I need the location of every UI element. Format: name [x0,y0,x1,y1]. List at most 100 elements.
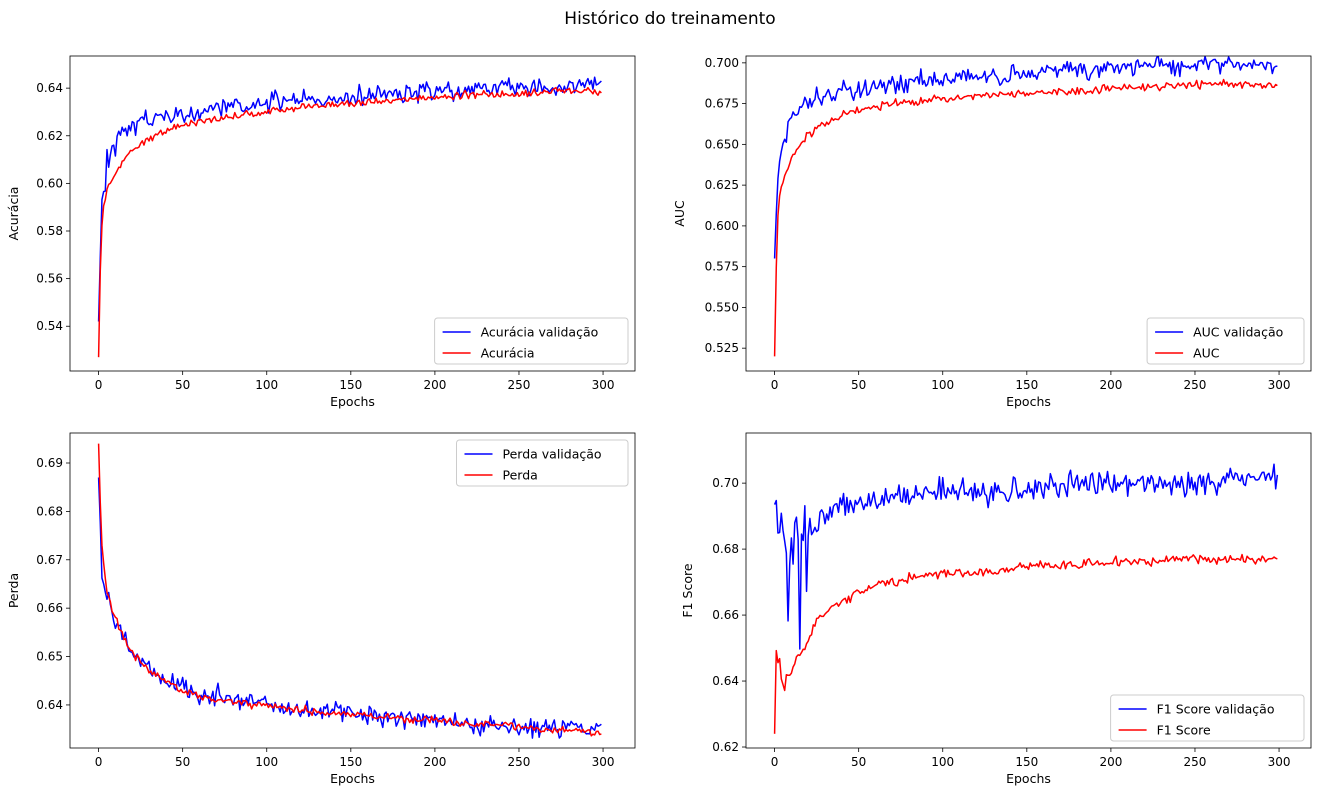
auc-legend-label: AUC validação [1193,325,1283,340]
loss-y-tick-label: 0.67 [36,553,63,567]
loss-axes-frame [69,432,636,749]
f1-x-tick-label: 250 [1184,755,1207,769]
auc-y-tick-label: 0.675 [705,97,739,111]
auc-x-tick-label: 150 [1015,378,1038,392]
accuracy-x-tick-label: 100 [255,378,278,392]
loss-x-tick-label: 0 [95,755,103,769]
loss-y-tick-label: 0.69 [36,456,63,470]
accuracy-axes-frame [69,55,636,372]
accuracy-x-tick-label: 250 [508,378,531,392]
loss-legend-label: Perda [503,468,538,483]
auc-x-tick-label: 0 [771,378,779,392]
f1-legend-box [1110,694,1305,742]
auc-y-tick-label: 0.575 [705,260,739,274]
figure-title: Histórico do treinamento [564,9,775,29]
accuracy-legend-box [434,317,629,365]
accuracy-y-tick-label: 0.54 [36,319,63,333]
f1-legend: F1 Score validação F1 Score [1110,694,1305,742]
f1-y-tick-label: 0.64 [712,674,739,688]
auc-legend-box [1146,317,1305,365]
accuracy-y-tick-label: 0.60 [36,176,63,190]
accuracy-x-axis-label: Epochs [330,394,375,409]
accuracy-x-tick-label: 0 [95,378,103,392]
auc-y-tick-label: 0.600 [705,219,739,233]
f1-x-tick-label: 0 [771,755,779,769]
f1-legend-label: F1 Score [1157,723,1211,738]
auc-series-lines [773,56,1278,357]
accuracy-y-tick-label: 0.56 [36,272,63,286]
accuracy-x-tick-label: 200 [423,378,446,392]
accuracy-y-axis-label: Acurácia [6,187,21,241]
accuracy-legend-label: Acurácia [481,346,535,361]
auc-y-tick-label: 0.650 [705,137,739,151]
loss-y-tick-label: 0.65 [36,650,63,664]
loss-x-tick-label: 50 [175,755,190,769]
auc-y-tick-label: 0.700 [705,56,739,70]
accuracy-y-tick-label: 0.58 [36,224,63,238]
loss-y-tick-label: 0.68 [36,504,63,518]
loss-legend: Perda validação Perda [456,439,629,487]
loss-subplot: 0 50 100 150 200 250 300 0.64 0.65 0.66 0.67 0.68 0.… [6,432,636,786]
loss-x-tick-label: 300 [592,755,615,769]
f1-x-tick-label: 100 [931,755,954,769]
loss-y-tick-label: 0.66 [36,601,63,615]
f1-x-axis-label: Epochs [1006,771,1051,786]
f1-validation-line [773,463,1279,650]
loss-legend-label: Perda validação [503,447,602,462]
accuracy-subplot: 0 50 100 150 200 250 300 0.54 0.56 0.58 0.60 0.62 0.… [6,55,636,409]
loss-x-axis-label: Epochs [330,771,375,786]
loss-y-tick-label: 0.64 [36,698,63,712]
f1-x-tick-label: 50 [851,755,866,769]
loss-legend-box [456,439,629,487]
auc-subplot: 0 50 100 150 200 250 300 0.525 0.550 0.575 0.600 0.… [672,55,1312,409]
loss-validation-line [97,477,602,739]
accuracy-validation-line [97,76,602,322]
loss-x-tick-label: 200 [423,755,446,769]
f1-y-tick-label: 0.62 [712,740,739,754]
loss-train-line [97,443,602,737]
auc-axes-frame [745,55,1312,372]
loss-x-tick-label: 100 [255,755,278,769]
f1-train-line [773,553,1278,734]
auc-x-tick-label: 100 [931,378,954,392]
auc-x-tick-label: 300 [1268,378,1291,392]
f1-series-lines [773,463,1279,734]
auc-y-tick-label: 0.625 [705,178,739,192]
auc-y-tick-label: 0.550 [705,300,739,314]
f1-y-tick-label: 0.66 [712,608,739,622]
loss-y-axis-label: Perda [6,573,21,608]
f1-x-tick-label: 300 [1268,755,1291,769]
accuracy-legend: Acurácia validação Acurácia [434,317,629,365]
accuracy-x-tick-label: 50 [175,378,190,392]
auc-x-tick-label: 50 [851,378,866,392]
f1-legend-label: F1 Score validação [1157,702,1275,717]
f1-y-tick-label: 0.68 [712,542,739,556]
f1-x-tick-label: 150 [1015,755,1038,769]
auc-y-tick-label: 0.525 [705,341,739,355]
auc-x-axis-label: Epochs [1006,394,1051,409]
auc-x-tick-label: 250 [1184,378,1207,392]
accuracy-train-line [97,86,602,358]
accuracy-series-lines [97,76,602,358]
auc-x-tick-label: 200 [1099,378,1122,392]
accuracy-legend-label: Acurácia validação [481,325,599,340]
auc-legend: AUC validação AUC [1146,317,1305,365]
accuracy-y-tick-label: 0.62 [36,129,63,143]
subplot-grid: 0 50 100 150 200 250 300 0.54 0.56 0.58 0.60 0.62 0.… [6,55,1312,786]
loss-x-tick-label: 250 [508,755,531,769]
auc-legend-label: AUC [1193,346,1220,361]
f1-y-axis-label: F1 Score [680,563,695,617]
accuracy-x-tick-label: 300 [592,378,615,392]
loss-series-lines [97,443,602,739]
auc-validation-line [773,56,1278,259]
accuracy-x-tick-label: 150 [339,378,362,392]
f1-axes-frame [745,432,1312,749]
f1-y-tick-label: 0.70 [712,476,739,490]
f1-subplot: 0 50 100 150 200 250 300 0.62 0.64 0.66 0.68 0.70 Ep… [680,432,1312,786]
f1-x-tick-label: 200 [1099,755,1122,769]
accuracy-y-tick-label: 0.64 [36,81,63,95]
auc-train-line [773,78,1278,357]
loss-x-tick-label: 150 [339,755,362,769]
auc-y-axis-label: AUC [672,200,687,227]
